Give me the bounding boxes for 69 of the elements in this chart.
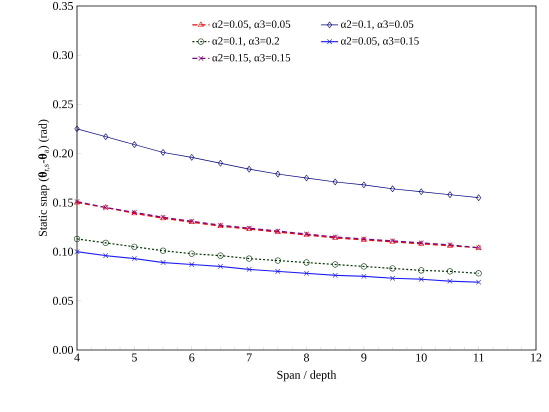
point [332,261,338,268]
point [218,264,223,270]
y-tick-label: 0.20 [53,149,74,158]
point [218,160,223,167]
point [390,186,396,192]
point [476,270,482,276]
point [274,257,281,264]
y-tick-label: 0.00 [53,346,74,354]
x-tick-label: 9 [361,354,366,362]
legend-label: α2=0.1, α3=0.2 [212,37,280,46]
x-tick-label: 8 [304,354,310,362]
point [360,263,367,270]
point [103,253,108,258]
point [361,274,366,279]
point [131,244,138,250]
legend-label: α2=0.15, α3=0.15 [212,54,290,63]
point [103,133,108,140]
point [446,268,454,274]
point [476,194,482,201]
point [189,154,194,161]
x-tick-label: 6 [189,354,194,362]
point [160,248,166,254]
point [246,166,252,172]
point [447,191,452,198]
point [217,252,224,259]
point [389,265,396,272]
legend-label: α2=0.1, α3=0.05 [341,20,414,30]
point [102,240,109,246]
point [303,259,310,266]
legend-label: α2=0.05, α3=0.05 [212,20,290,30]
point [246,266,252,272]
y-axis-title: Static snap (θ$_{r,s}$-θ$_{a}$) (rad) [38,120,50,236]
point [447,278,452,284]
x-tick-label: 5 [132,354,137,362]
point [476,280,482,285]
point [361,182,366,188]
point [304,270,310,276]
y-tick-label: 0.10 [53,248,74,256]
point [189,262,194,268]
point [160,149,166,156]
point [304,174,310,182]
point [74,249,80,254]
y-tick-label: 0.15 [53,198,74,207]
point [390,276,396,281]
point [275,268,280,274]
point [332,272,338,278]
point [275,170,280,178]
x-tick-label: 12 [531,354,542,362]
y-tick-label: 0.30 [53,51,74,60]
point [74,126,80,132]
point [418,188,424,196]
x-tick-label: 11 [474,354,484,362]
point [188,250,195,257]
point [418,276,424,282]
x-tick-label: 10 [416,354,427,362]
x-tick-label: 7 [246,354,252,362]
point [132,256,137,262]
x-tick-label: 4 [74,354,80,362]
point [332,178,338,186]
y-tick-label: 0.05 [53,296,74,305]
y-tick-label: 0.35 [53,2,74,10]
point [246,256,252,262]
point [132,141,137,148]
point [418,267,424,274]
point [160,260,166,266]
legend-label: α2=0.05, α3=0.15 [341,37,419,46]
point [74,236,80,242]
y-tick-label: 0.25 [53,100,74,108]
x-axis-title: Span / depth [277,370,336,382]
